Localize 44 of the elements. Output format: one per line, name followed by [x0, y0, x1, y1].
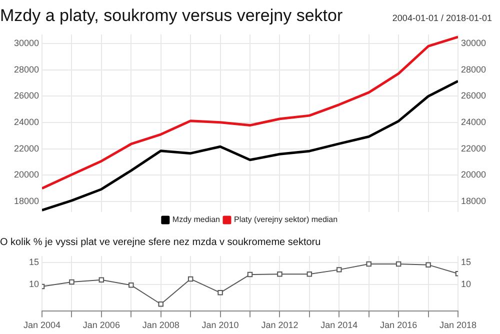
chart-title: O kolik % je vyssi plat ve verejne sfere nez mzda v soukromeme sektoru	[0, 236, 321, 248]
y2-tick-label: 26000	[461, 90, 486, 101]
point	[426, 262, 431, 268]
chart-title: Mzdy a platy, soukromy versus verejny sektor	[0, 6, 343, 25]
point	[69, 279, 74, 285]
text: 2004-01-01 / 2018-01-01	[392, 12, 492, 23]
x-tick-label: Jan 2016	[380, 320, 418, 330]
y-tick-label: 28000	[14, 64, 39, 74]
y-tick-label: 15	[28, 257, 39, 268]
point	[247, 272, 253, 278]
y2-tick-label: 28000	[461, 64, 486, 74]
point	[128, 282, 134, 288]
x-tick-label: Jan 2006	[82, 320, 120, 330]
x-tick-label: Jan 2012	[261, 320, 298, 330]
point	[277, 271, 282, 277]
y-tick-label: 22000	[14, 143, 39, 154]
x-tick-label: Jan 2018	[439, 320, 477, 330]
y2-tick-label: 18000	[461, 196, 486, 206]
point	[98, 277, 104, 282]
x-tick-label: Jan 2004	[23, 320, 61, 330]
y-tick-label: 18000	[14, 196, 39, 206]
y-tick-label: 10	[28, 279, 39, 290]
point	[306, 271, 312, 277]
y-tick-label: 30000	[14, 38, 39, 48]
legend-label: Platy (verejny sektor) median	[234, 215, 338, 224]
x-tick-label: Jan 2008	[142, 320, 180, 330]
y2-tick-label: 20000	[461, 170, 486, 180]
point	[188, 276, 194, 282]
point	[218, 290, 223, 296]
point	[366, 261, 372, 267]
y2-tick-label: 30000	[461, 38, 486, 48]
y2-tick-label: 24000	[461, 117, 486, 128]
y-tick-label: 24000	[14, 117, 39, 128]
y2-tick-label: 10	[461, 279, 472, 290]
x-tick-label: Jan 2010	[202, 320, 239, 330]
x-tick-label: Jan 2014	[320, 320, 358, 330]
y2-tick-label: 15	[461, 257, 472, 268]
point	[396, 261, 402, 267]
y2-tick-label: 22000	[461, 143, 486, 154]
y-tick-label: 20000	[14, 170, 39, 180]
point	[158, 302, 164, 307]
y-tick-label: 26000	[14, 90, 39, 101]
legend-label: Mzdy median	[172, 215, 220, 224]
point	[336, 267, 342, 272]
